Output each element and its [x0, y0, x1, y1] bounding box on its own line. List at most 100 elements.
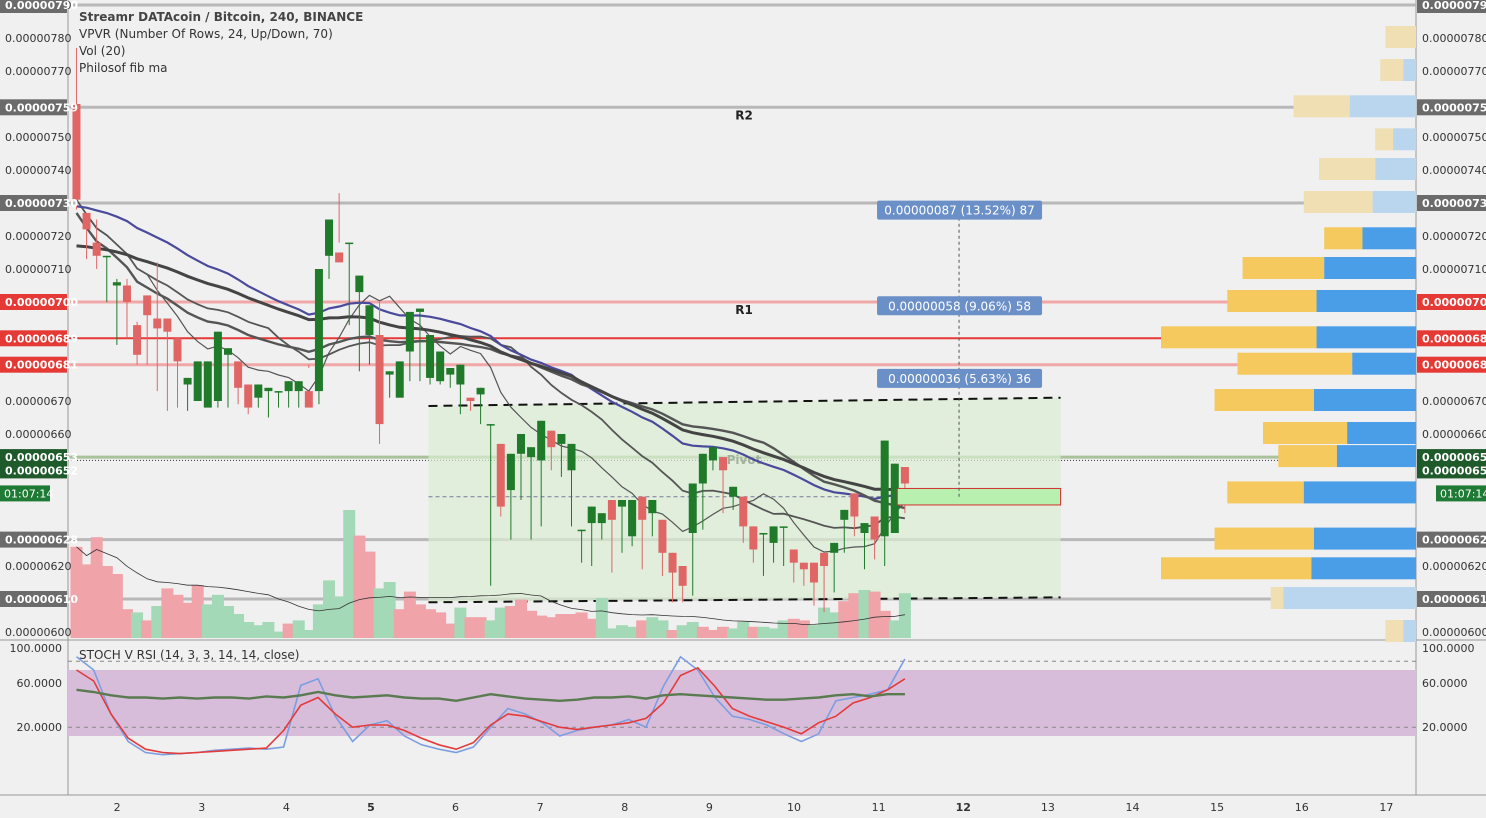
volume-bar	[363, 551, 376, 638]
x-tick: 7	[537, 801, 544, 814]
stoch-k	[76, 655, 906, 756]
candle	[254, 384, 263, 398]
volume-bar	[353, 535, 366, 638]
volume-bar	[565, 614, 578, 638]
price-label-right: 0.00000652	[1422, 464, 1486, 477]
vpvr-down	[1324, 227, 1363, 250]
volume-bar	[727, 628, 740, 638]
candle	[284, 381, 293, 392]
x-tick: 6	[452, 801, 459, 814]
price-label-bg	[0, 0, 67, 13]
price-tick-right: 0.00000740	[1422, 164, 1486, 177]
candle	[668, 552, 677, 573]
vpvr-down	[1293, 95, 1350, 118]
vpvr-up	[1393, 128, 1416, 151]
price-label-bg	[0, 356, 67, 373]
price-label-left: 0.00000759	[5, 101, 78, 114]
projection-label: 0.00000036 (5.63%) 36	[888, 372, 1031, 386]
x-tick: 12	[956, 801, 971, 814]
volume-bar	[343, 510, 356, 638]
price-label-bg	[1417, 449, 1486, 466]
candle	[335, 252, 344, 263]
candle	[193, 361, 202, 401]
ma-20	[75, 199, 906, 530]
chart-legend: Streamr DATAcoin / Bitcoin, 240, BINANCE…	[79, 9, 363, 77]
candles	[72, 47, 909, 613]
projection-box	[877, 368, 1043, 388]
candle	[628, 500, 637, 537]
vpvr-up	[1375, 158, 1416, 180]
candle	[365, 305, 374, 335]
stoch-tick-right: 100.0000	[1422, 642, 1475, 655]
volume-bar	[868, 591, 881, 638]
price-tick-right: 0.00000670	[1422, 395, 1486, 408]
x-tick: 8	[621, 801, 628, 814]
volume-bar	[232, 614, 245, 638]
candle	[749, 526, 758, 550]
price-label-left: 0.00000700	[5, 296, 78, 309]
candle	[112, 282, 121, 286]
candle	[537, 420, 546, 461]
price-label-bg	[1417, 0, 1486, 13]
candle	[557, 434, 566, 444]
volume-bar	[181, 602, 194, 638]
indicator-fib-ma[interactable]: Philosof fib ma	[79, 61, 168, 75]
price-label-bg	[0, 531, 67, 548]
stoch-legend[interactable]: STOCH V RSI (14, 3, 3, 14, 14, close)	[79, 648, 300, 662]
x-tick: 2	[114, 801, 121, 814]
x-tick: 16	[1295, 801, 1309, 814]
indicator-vol[interactable]: Vol (20)	[79, 44, 126, 58]
volume-ma	[76, 546, 905, 626]
volume-bar	[767, 628, 780, 638]
vpvr-down	[1375, 128, 1394, 151]
candle	[658, 519, 667, 553]
price-label-left: 0.00000689	[5, 332, 78, 345]
vpvr-up	[1303, 481, 1416, 504]
candle	[719, 457, 728, 471]
candle	[870, 516, 879, 540]
volume-bar	[201, 604, 214, 638]
vpvr-up	[1316, 326, 1416, 349]
projection-label: 0.00000058 (9.06%) 58	[888, 299, 1031, 313]
price-label-left: 0.00000652	[5, 464, 78, 477]
x-tick: 3	[198, 801, 205, 814]
candle	[264, 387, 273, 392]
price-tick-right: 0.00000620	[1422, 560, 1486, 573]
vpvr-down	[1319, 158, 1376, 180]
vpvr-down	[1303, 191, 1373, 213]
volume-bar	[90, 537, 103, 638]
candle	[92, 242, 101, 256]
candle	[900, 467, 909, 484]
volume-bar	[686, 622, 699, 638]
volume-bar	[696, 626, 709, 638]
candle	[618, 500, 627, 507]
vpvr-up	[1314, 389, 1416, 411]
indicator-vpvr[interactable]: VPVR (Number Of Rows, 24, Up/Down, 70)	[79, 27, 333, 41]
price-tick-left: 0.00000780	[5, 32, 71, 45]
volume-bar	[575, 612, 588, 638]
price-label-bg	[0, 294, 67, 310]
volume-bar	[474, 617, 487, 638]
candle	[183, 377, 192, 385]
candle	[143, 295, 152, 316]
candle	[638, 496, 647, 520]
candle	[415, 308, 424, 312]
stoch-tick-right: 60.0000	[1422, 677, 1468, 690]
price-label-right: 0.00000653	[1422, 451, 1486, 464]
level-label-r2: R2	[735, 108, 753, 122]
volume-bar	[424, 609, 437, 638]
candle	[799, 562, 808, 570]
candle	[274, 391, 283, 393]
volume-bar	[464, 617, 477, 638]
volume-bar	[151, 606, 164, 638]
channel-top	[428, 396, 1061, 407]
volume-bar	[636, 620, 649, 638]
price-tick-right: 0.00000600	[1422, 626, 1486, 639]
price-label-right: 0.00000700	[1422, 296, 1486, 309]
vpvr-down	[1380, 59, 1404, 81]
volume-bar	[858, 590, 871, 638]
candle	[789, 549, 798, 563]
volume-bar	[747, 626, 760, 638]
price-label-bg	[0, 330, 67, 347]
